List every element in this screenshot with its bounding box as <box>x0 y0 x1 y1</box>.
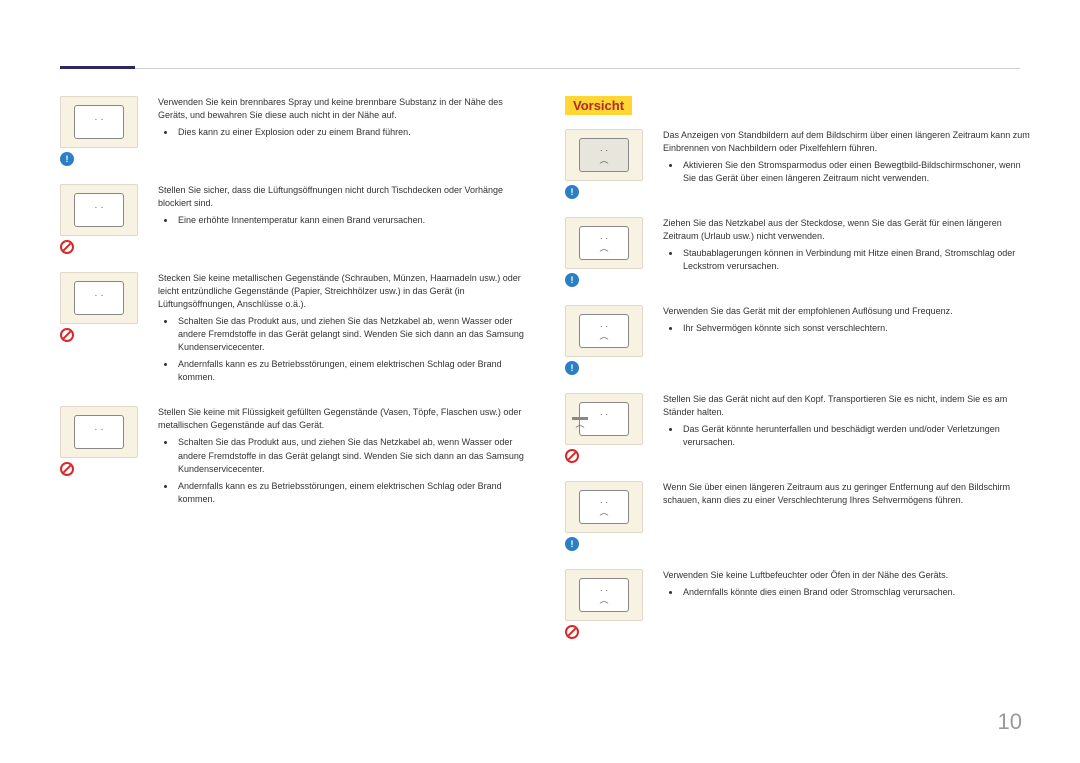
icon-column <box>60 184 140 254</box>
entry-bullets: Dies kann zu einer Explosion oder zu ein… <box>158 126 525 139</box>
left-column: ! Verwenden Sie kein brennbares Spray und… <box>60 96 525 657</box>
entry-lead: Stellen Sie sicher, dass die Lüftungsöff… <box>158 184 525 210</box>
entry-text: Ziehen Sie das Netzkabel aus der Steckdo… <box>663 217 1030 287</box>
entry-bullets: Aktivieren Sie den Stromsparmodus oder e… <box>663 159 1030 185</box>
prohibit-badge-icon <box>565 449 579 463</box>
spray-icon <box>60 96 138 148</box>
sleep-icon <box>565 217 643 269</box>
entry-bullets: Schalten Sie das Produkt aus, und ziehen… <box>158 315 525 384</box>
bullet-item: Ihr Sehvermögen könnte sich sonst versch… <box>681 322 1030 335</box>
info-badge-icon: ! <box>565 537 579 551</box>
entry-text: Stellen Sie keine mit Flüssigkeit gefüll… <box>158 406 525 509</box>
upside-icon <box>565 393 643 445</box>
bullet-item: Schalten Sie das Produkt aus, und ziehen… <box>176 315 525 354</box>
humidifier-icon <box>565 569 643 621</box>
page-number: 10 <box>998 709 1022 735</box>
entry-bullets: Eine erhöhte Innentemperatur kann einen … <box>158 214 525 227</box>
right-column: Vorsicht ! Das Anzeigen von Standbildern … <box>565 96 1030 657</box>
bullet-item: Andernfalls kann es zu Betriebsstörungen… <box>176 358 525 384</box>
prohibit-badge-icon <box>565 625 579 639</box>
entry-lead: Verwenden Sie keine Luftbefeuchter oder … <box>663 569 1030 582</box>
safety-entry: ! Das Anzeigen von Standbildern auf dem B… <box>565 129 1030 199</box>
bullet-item: Aktivieren Sie den Stromsparmodus oder e… <box>681 159 1030 185</box>
entry-text: Verwenden Sie keine Luftbefeuchter oder … <box>663 569 1030 639</box>
entry-text: Stellen Sie sicher, dass die Lüftungsöff… <box>158 184 525 254</box>
bullet-item: Schalten Sie das Produkt aus, und ziehen… <box>176 436 525 475</box>
entry-lead: Verwenden Sie kein brennbares Spray und … <box>158 96 525 122</box>
icon-column <box>565 393 645 463</box>
safety-entry: ! Verwenden Sie das Gerät mit der empfohl… <box>565 305 1030 375</box>
entry-bullets: Schalten Sie das Produkt aus, und ziehen… <box>158 436 525 505</box>
safety-entry: ! Verwenden Sie kein brennbares Spray und… <box>60 96 525 166</box>
entry-text: Verwenden Sie kein brennbares Spray und … <box>158 96 525 166</box>
safety-entry: Stecken Sie keine metallischen Gegenstän… <box>60 272 525 388</box>
entry-text: Wenn Sie über einen längeren Zeitraum au… <box>663 481 1030 551</box>
bullet-item: Dies kann zu einer Explosion oder zu ein… <box>176 126 525 139</box>
entry-text: Verwenden Sie das Gerät mit der empfohle… <box>663 305 1030 375</box>
entry-lead: Stellen Sie keine mit Flüssigkeit gefüll… <box>158 406 525 432</box>
entry-text: Stecken Sie keine metallischen Gegenstän… <box>158 272 525 388</box>
icon-column <box>565 569 645 639</box>
entry-bullets: Ihr Sehvermögen könnte sich sonst versch… <box>663 322 1030 335</box>
entry-lead: Stecken Sie keine metallischen Gegenstän… <box>158 272 525 311</box>
bullet-item: Andernfalls könnte dies einen Brand oder… <box>681 586 1030 599</box>
burnin-icon <box>565 129 643 181</box>
entry-bullets: Andernfalls könnte dies einen Brand oder… <box>663 586 1030 599</box>
bullet-item: Staubablagerungen können in Verbindung m… <box>681 247 1030 273</box>
header-accent <box>60 66 135 69</box>
info-badge-icon: ! <box>60 152 74 166</box>
safety-entry: Verwenden Sie keine Luftbefeuchter oder … <box>565 569 1030 639</box>
cloth-icon <box>60 184 138 236</box>
info-badge-icon: ! <box>565 185 579 199</box>
caution-heading: Vorsicht <box>565 96 632 115</box>
info-badge-icon: ! <box>565 361 579 375</box>
icon-column: ! <box>60 96 140 166</box>
entry-lead: Wenn Sie über einen längeren Zeitraum au… <box>663 481 1030 507</box>
entry-lead: Stellen Sie das Gerät nicht auf den Kopf… <box>663 393 1030 419</box>
icon-column: ! <box>565 305 645 375</box>
entry-bullets: Staubablagerungen können in Verbindung m… <box>663 247 1030 273</box>
bullet-item: Andernfalls kann es zu Betriebsstörungen… <box>176 480 525 506</box>
prohibit-badge-icon <box>60 328 74 342</box>
safety-entry: ! Wenn Sie über einen längeren Zeitraum a… <box>565 481 1030 551</box>
eyes-icon <box>565 481 643 533</box>
entry-text: Stellen Sie das Gerät nicht auf den Kopf… <box>663 393 1030 463</box>
header-rule <box>60 68 1020 69</box>
icon-column: ! <box>565 129 645 199</box>
entry-lead: Verwenden Sie das Gerät mit der empfohle… <box>663 305 1030 318</box>
resolution-icon <box>565 305 643 357</box>
entry-bullets: Das Gerät könnte herunterfallen und besc… <box>663 423 1030 449</box>
icon-column <box>60 406 140 509</box>
metal-icon <box>60 272 138 324</box>
vase-icon <box>60 406 138 458</box>
info-badge-icon: ! <box>565 273 579 287</box>
entry-lead: Ziehen Sie das Netzkabel aus der Steckdo… <box>663 217 1030 243</box>
safety-entry: Stellen Sie keine mit Flüssigkeit gefüll… <box>60 406 525 509</box>
entry-text: Das Anzeigen von Standbildern auf dem Bi… <box>663 129 1030 199</box>
entry-lead: Das Anzeigen von Standbildern auf dem Bi… <box>663 129 1030 155</box>
prohibit-badge-icon <box>60 240 74 254</box>
icon-column: ! <box>565 217 645 287</box>
safety-entry: ! Ziehen Sie das Netzkabel aus der Steckd… <box>565 217 1030 287</box>
safety-entry: Stellen Sie das Gerät nicht auf den Kopf… <box>565 393 1030 463</box>
icon-column <box>60 272 140 388</box>
safety-entry: Stellen Sie sicher, dass die Lüftungsöff… <box>60 184 525 254</box>
prohibit-badge-icon <box>60 462 74 476</box>
bullet-item: Das Gerät könnte herunterfallen und besc… <box>681 423 1030 449</box>
page-content: ! Verwenden Sie kein brennbares Spray und… <box>0 0 1080 657</box>
icon-column: ! <box>565 481 645 551</box>
bullet-item: Eine erhöhte Innentemperatur kann einen … <box>176 214 525 227</box>
